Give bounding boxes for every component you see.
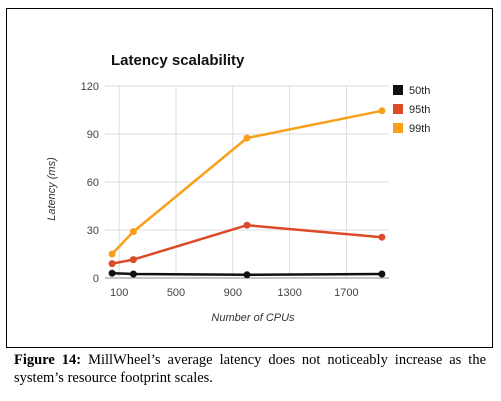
x-tick-label: 1300 bbox=[277, 287, 301, 299]
data-point-95th bbox=[378, 233, 386, 241]
data-point-99th bbox=[378, 107, 386, 115]
caption-label: Figure 14: bbox=[14, 352, 82, 368]
data-point-95th bbox=[129, 256, 137, 264]
chart-frame: Latency scalability 0 30 60 90 120 100 500 900 1… bbox=[6, 8, 493, 348]
data-point-95th bbox=[108, 260, 116, 268]
legend-label-99th: 99th bbox=[409, 123, 430, 135]
legend-label-95th: 95th bbox=[409, 104, 430, 116]
legend-swatch-50th bbox=[393, 85, 403, 95]
y-tick-label: 30 bbox=[87, 225, 99, 237]
data-point-50th bbox=[129, 270, 137, 278]
legend-label-50th: 50th bbox=[409, 85, 430, 97]
latency-chart: Latency scalability 0 30 60 90 120 100 500 900 1… bbox=[46, 52, 430, 324]
x-tick-label: 500 bbox=[167, 287, 185, 299]
legend-swatch-95th bbox=[393, 104, 403, 114]
y-axis-label: Latency (ms) bbox=[46, 157, 58, 221]
series-layer bbox=[108, 107, 386, 279]
legend: 50th 95th 99th bbox=[393, 85, 430, 135]
x-tick-label: 1700 bbox=[334, 287, 358, 299]
data-point-99th bbox=[108, 250, 116, 258]
y-tick-label: 60 bbox=[87, 177, 99, 189]
data-point-50th bbox=[108, 269, 116, 277]
series-line-50th bbox=[112, 271, 382, 277]
data-point-50th bbox=[378, 270, 386, 278]
figure-caption: Figure 14: MillWheel’s average latency d… bbox=[14, 351, 486, 387]
data-point-50th bbox=[243, 271, 251, 279]
y-tick-label: 120 bbox=[81, 81, 99, 93]
data-point-99th bbox=[129, 228, 137, 236]
x-tick-label: 100 bbox=[110, 287, 128, 299]
series-line-95th bbox=[111, 223, 383, 265]
legend-swatch-99th bbox=[393, 123, 403, 133]
x-axis-label: Number of CPUs bbox=[211, 312, 295, 324]
grid bbox=[105, 85, 389, 279]
caption-text: MillWheel’s average latency does not not… bbox=[14, 352, 486, 386]
data-point-95th bbox=[243, 221, 251, 229]
chart-title: Latency scalability bbox=[111, 52, 245, 69]
y-tick-label: 0 bbox=[93, 273, 99, 285]
x-tick-label: 900 bbox=[224, 287, 242, 299]
y-tick-label: 90 bbox=[87, 129, 99, 141]
axes: 0 30 60 90 120 100 500 900 1300 1700 bbox=[81, 81, 359, 299]
data-point-99th bbox=[243, 134, 251, 142]
series-line-99th bbox=[111, 109, 383, 255]
